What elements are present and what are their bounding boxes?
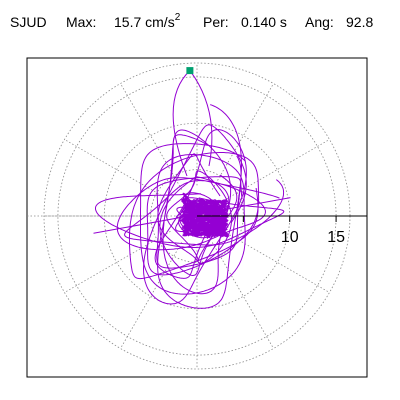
motion-trace: [93, 69, 291, 309]
grid-spoke-30: [223, 139, 330, 202]
grid-spoke-60: [211, 83, 274, 190]
max-value: 15.7 cm/s2: [114, 12, 181, 30]
east-axis: [197, 215, 367, 222]
grid-spoke-120: [120, 83, 183, 190]
trace-loop-3: [142, 124, 247, 305]
grid-spoke-240: [120, 242, 183, 349]
grid-spoke-210: [64, 230, 171, 293]
grid-spoke-300: [211, 242, 274, 349]
grid-spoke-330: [223, 230, 330, 293]
trace-loop-0: [157, 104, 242, 309]
tick-label-15: 15: [327, 229, 345, 246]
max-label: Max:: [66, 14, 97, 30]
peak-square: [186, 67, 194, 75]
trace-loop-4: [95, 193, 285, 248]
trace-center: [180, 198, 230, 238]
max-unit-exponent: 2: [174, 12, 181, 23]
tick-labels: 10 15: [281, 229, 345, 246]
trace-loop-5: [128, 152, 260, 280]
grid-spoke-150: [64, 139, 171, 202]
peak-marker: [186, 67, 194, 75]
header: SJUD Max: 15.7 cm/s2 Per: 0.140 s Ang: 9…: [0, 12, 400, 36]
station-code: SJUD: [10, 14, 47, 30]
period-label: Per:: [203, 14, 229, 30]
angle-label: Ang:: [305, 14, 334, 30]
trace-loop-6: [157, 153, 238, 276]
trace-diagonal: [93, 197, 291, 234]
angle-value: 92.8: [346, 14, 374, 30]
tick-label-10: 10: [281, 229, 299, 246]
period-value: 0.140 s: [241, 14, 287, 30]
